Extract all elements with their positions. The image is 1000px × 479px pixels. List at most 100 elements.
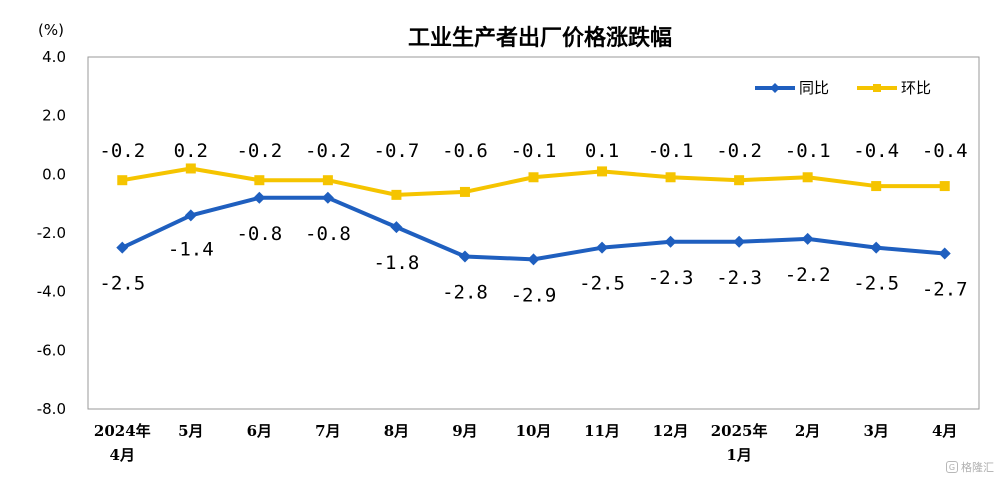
data-label-mom: -0.4 xyxy=(922,140,968,162)
data-label-yoy: -2.3 xyxy=(716,267,762,289)
legend-marker-square xyxy=(873,84,881,92)
x-tick-label: 4月 xyxy=(932,422,957,440)
data-point-diamond xyxy=(596,241,609,254)
data-label-yoy: -0.8 xyxy=(305,223,351,245)
x-tick-label: 3月 xyxy=(863,422,888,440)
data-point-square xyxy=(665,172,676,183)
x-tick-label: 12月 xyxy=(653,422,689,440)
legend-item: 环比 xyxy=(857,79,931,97)
x-tick-line: 4月 xyxy=(110,446,135,464)
data-label-mom: -0.1 xyxy=(648,140,694,162)
data-label-yoy: -2.2 xyxy=(785,264,831,286)
data-point-square xyxy=(597,166,608,177)
data-point-diamond xyxy=(458,250,471,263)
x-tick-label: 11月 xyxy=(584,422,620,440)
x-tick-line: 1月 xyxy=(726,446,751,464)
data-point-square xyxy=(734,175,745,186)
data-point-square xyxy=(254,175,265,186)
data-label-yoy: -2.5 xyxy=(853,273,899,295)
legend-item: 同比 xyxy=(755,79,829,97)
x-tick-label: 5月 xyxy=(178,422,203,440)
data-label-yoy: -2.5 xyxy=(99,273,145,295)
y-axis: 4.0 2.0 0.0 -2.0 -4.0 -6.0 -8.0 xyxy=(37,48,66,418)
x-tick-line: 11月 xyxy=(584,422,620,440)
y-tick-label: -8.0 xyxy=(37,400,66,418)
x-tick-line: 2024年 xyxy=(94,422,151,440)
data-point-diamond xyxy=(527,253,540,266)
data-label-yoy: -0.8 xyxy=(236,223,282,245)
data-label-mom: 0.1 xyxy=(585,140,619,162)
data-point-diamond xyxy=(938,247,951,260)
x-tick-line: 7月 xyxy=(315,422,340,440)
data-point-diamond xyxy=(184,209,197,222)
data-label-mom: -0.2 xyxy=(99,140,145,162)
series-group xyxy=(116,163,951,266)
x-tick-label: 2024年 4月 xyxy=(94,422,151,464)
data-label-mom: -0.2 xyxy=(716,140,762,162)
x-tick-line: 2月 xyxy=(795,422,820,440)
x-tick-line: 5月 xyxy=(178,422,203,440)
data-label-mom: -0.1 xyxy=(511,140,557,162)
data-label-yoy: -1.8 xyxy=(374,252,420,274)
x-tick-line: 8月 xyxy=(384,422,409,440)
data-label-mom: -0.6 xyxy=(442,140,488,162)
data-point-square xyxy=(528,172,539,183)
data-point-diamond xyxy=(390,221,403,234)
y-tick-label: -6.0 xyxy=(37,341,66,359)
x-tick-line: 10月 xyxy=(516,422,552,440)
data-label-yoy: -2.7 xyxy=(922,279,968,301)
data-point-diamond xyxy=(733,235,746,248)
data-point-diamond xyxy=(664,235,677,248)
data-point-diamond xyxy=(253,191,266,204)
x-tick-label: 2025年 1月 xyxy=(711,422,768,464)
x-tick-line: 3月 xyxy=(863,422,888,440)
x-tick-line: 4月 xyxy=(932,422,957,440)
x-tick-line: 6月 xyxy=(247,422,272,440)
x-tick-line: 9月 xyxy=(452,422,477,440)
data-label-mom: -0.2 xyxy=(305,140,351,162)
data-label-yoy: -2.3 xyxy=(648,267,694,289)
watermark-logo-icon: G xyxy=(946,461,958,473)
x-tick-label: 7月 xyxy=(315,422,340,440)
data-point-square xyxy=(391,189,402,200)
y-tick-label: 4.0 xyxy=(42,48,66,66)
data-point-square xyxy=(185,163,196,174)
y-tick-label: -2.0 xyxy=(37,224,66,242)
x-tick-label: 9月 xyxy=(452,422,477,440)
data-label-yoy: -2.9 xyxy=(511,284,557,306)
x-tick-label: 10月 xyxy=(516,422,552,440)
x-tick-label: 2月 xyxy=(795,422,820,440)
data-point-diamond xyxy=(870,241,883,254)
data-labels: -0.2 0.2 -0.2 -0.2 -0.7 -0.6 -0.1 0.1 -0.1 -0.2 -0… xyxy=(99,140,967,306)
x-tick-line: 2025年 xyxy=(711,422,768,440)
data-label-yoy: -2.5 xyxy=(579,273,625,295)
chart-title: 工业生产者出厂价格涨跌幅 xyxy=(408,25,672,51)
data-point-square xyxy=(802,172,813,183)
data-point-diamond xyxy=(116,241,129,254)
y-unit-label: (%) xyxy=(38,21,64,39)
watermark-text: 格隆汇 xyxy=(961,461,994,474)
x-tick-label: 8月 xyxy=(384,422,409,440)
data-point-square xyxy=(117,175,128,186)
data-label-mom: -0.7 xyxy=(374,140,420,162)
x-axis: 2024年 4月 5月 6月 7月 8月 9月 10月 11月 12月 2025年 1月 2月 3月 4月 xyxy=(94,422,958,464)
legend: 同比 环比 xyxy=(755,79,931,97)
data-point-diamond xyxy=(321,191,334,204)
data-label-mom: -0.1 xyxy=(785,140,831,162)
legend-marker-diamond xyxy=(770,83,780,93)
data-point-square xyxy=(322,175,333,186)
y-tick-label: 2.0 xyxy=(42,107,66,125)
plot-area xyxy=(87,56,980,410)
x-tick-line: 12月 xyxy=(653,422,689,440)
data-label-yoy: -1.4 xyxy=(168,238,214,260)
data-point-square xyxy=(459,186,470,197)
data-label-yoy: -2.8 xyxy=(442,281,488,303)
watermark: G 格隆汇 xyxy=(946,459,994,475)
data-point-diamond xyxy=(801,232,814,245)
data-point-square xyxy=(871,181,882,192)
data-point-square xyxy=(939,181,950,192)
data-label-mom: 0.2 xyxy=(174,140,208,162)
data-label-mom: -0.2 xyxy=(236,140,282,162)
legend-label: 同比 xyxy=(799,79,829,97)
